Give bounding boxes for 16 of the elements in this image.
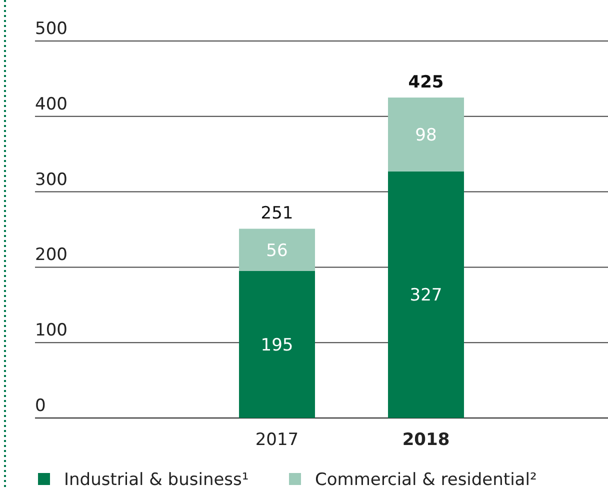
y-tick-label: 400 xyxy=(35,94,68,114)
y-tick-label: 100 xyxy=(35,320,68,341)
data-label: 98 xyxy=(415,125,437,146)
y-tick-label: 0 xyxy=(35,396,46,416)
total-label: 425 xyxy=(408,72,444,93)
total-label: 251 xyxy=(260,204,294,224)
x-tick-label: 2018 xyxy=(402,430,450,450)
data-label: 327 xyxy=(410,286,442,306)
y-tick-label: 200 xyxy=(35,245,68,266)
x-tick-label: 2017 xyxy=(255,430,299,450)
legend-label: Commercial & residential² xyxy=(315,470,537,489)
y-tick-label: 500 xyxy=(35,19,68,39)
data-label: 56 xyxy=(266,240,288,261)
data-label: 195 xyxy=(260,335,294,356)
y-tick-label: 300 xyxy=(35,170,68,190)
legend-label: Industrial & business¹ xyxy=(64,470,249,489)
